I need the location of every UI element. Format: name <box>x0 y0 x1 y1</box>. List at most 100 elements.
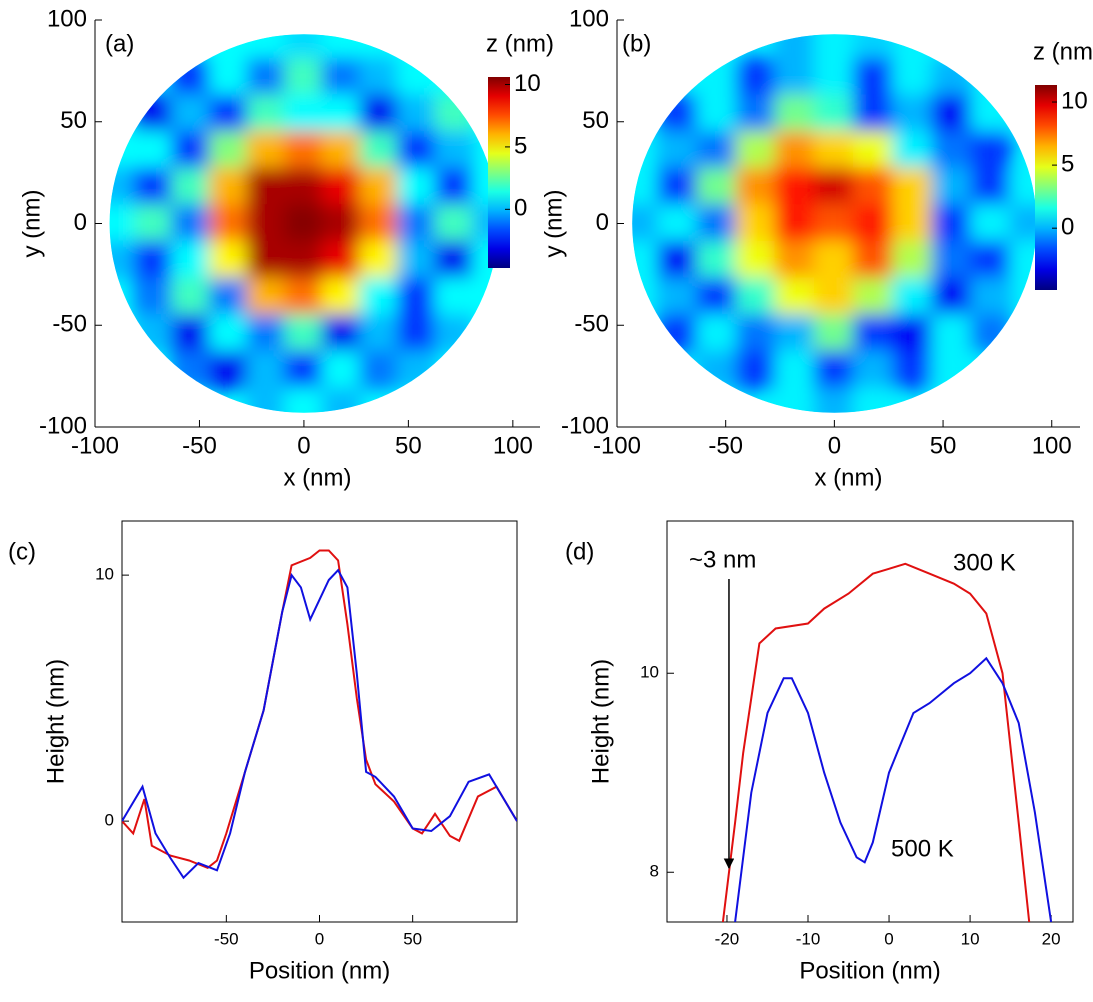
heatmap-cell <box>892 94 934 133</box>
heatmap-cell <box>284 167 324 207</box>
heatmap-cell <box>208 277 249 317</box>
heatmap-cell <box>774 57 816 97</box>
x-axis-label: Position (nm) <box>799 957 940 984</box>
heatmap-cell <box>774 314 816 353</box>
heatmap-cells <box>632 34 1037 413</box>
heatmap-cell <box>246 350 287 390</box>
heatmap-cell <box>321 387 362 413</box>
x-tick-label: 20 <box>1042 929 1061 948</box>
heatmap <box>632 34 1037 413</box>
panel-label: (d) <box>565 538 594 565</box>
heatmap-cell <box>396 94 437 133</box>
line-series <box>122 568 517 880</box>
heatmap-cell <box>970 240 1012 280</box>
heatmap-cell <box>813 240 855 280</box>
heatmap-cell <box>892 167 934 207</box>
heatmap-cell <box>931 240 973 280</box>
heatmap-cell <box>696 204 738 243</box>
x-tick-label: 50 <box>930 432 957 459</box>
heatmap-cell <box>246 204 287 243</box>
heatmap-cell <box>246 57 287 97</box>
heatmap-cell <box>931 314 973 353</box>
heatmap-cell <box>434 167 475 207</box>
heatmap-cell <box>171 277 211 317</box>
heatmap-cell <box>696 350 738 390</box>
heatmap-cell <box>171 94 211 133</box>
heatmap-cell <box>852 57 895 97</box>
heatmap-cell <box>246 130 287 170</box>
heatmap-cell <box>284 34 324 60</box>
heatmap-cell <box>852 387 895 413</box>
colorbar-label: z (nm) <box>1033 38 1093 65</box>
heatmap-cell <box>970 167 1012 207</box>
heatmap-cell <box>171 204 211 243</box>
heatmap-cells <box>109 34 499 413</box>
panel-label: (b) <box>622 30 651 57</box>
heatmap-cell <box>133 204 174 243</box>
x-tick-label: 0 <box>315 929 324 948</box>
heatmap-cell <box>696 277 738 317</box>
heatmap-cell <box>246 34 287 60</box>
heatmap-cell <box>321 94 362 133</box>
heatmap-cell <box>931 94 973 133</box>
heatmap-cell <box>735 94 777 133</box>
heatmap-cell <box>774 34 816 60</box>
heatmap-cell <box>970 277 1012 317</box>
heatmap-cell <box>632 204 660 243</box>
y-axis-label: y (nm) <box>18 190 45 258</box>
heatmap-cell <box>133 240 174 280</box>
heatmap-cell <box>359 94 399 133</box>
x-axis-label: x (nm) <box>284 464 352 491</box>
colorbar-tick-label: 0 <box>514 195 527 222</box>
heatmap-cell <box>246 277 287 317</box>
heatmap-cell <box>774 350 816 390</box>
heatmap-cell <box>359 350 399 390</box>
heatmap-cell <box>321 57 362 97</box>
x-tick-label: -100 <box>593 432 641 459</box>
x-tick-label: -20 <box>715 929 740 948</box>
heatmap-cell <box>696 240 738 280</box>
y-tick-label: -50 <box>52 311 87 338</box>
heatmap-cell <box>813 94 855 133</box>
heatmap-cell <box>434 314 475 353</box>
heatmap-cell <box>246 314 287 353</box>
heatmap-cell <box>133 314 174 353</box>
y-tick-label: -50 <box>574 311 609 338</box>
heatmap-cell <box>657 130 699 170</box>
heatmap-cell <box>735 314 777 353</box>
heatmap-cell <box>852 167 895 207</box>
heatmap-cell <box>284 94 324 133</box>
heatmap-cell <box>284 204 324 243</box>
heatmap-cell <box>284 387 324 413</box>
heatmap-cell <box>813 350 855 390</box>
heatmap-cell <box>321 167 362 207</box>
heatmap-cell <box>284 130 324 170</box>
colorbar-label: z (nm) <box>486 30 554 57</box>
heatmap-cell <box>171 240 211 280</box>
heatmap-cell <box>321 277 362 317</box>
colorbar-tick-label: 10 <box>514 70 541 97</box>
plot-frame <box>121 520 518 923</box>
heatmap-cell <box>657 204 699 243</box>
x-tick-label: 0 <box>884 929 893 948</box>
heatmap-cell <box>396 350 437 390</box>
heatmap-cell <box>696 130 738 170</box>
heatmap-cell <box>970 204 1012 243</box>
y-tick-label: 10 <box>95 565 114 584</box>
x-tick-label: 10 <box>961 929 980 948</box>
heatmap-cell <box>1009 204 1037 243</box>
x-tick-label: -100 <box>71 432 119 459</box>
heatmap-cell <box>892 314 934 353</box>
y-tick-label: -100 <box>561 412 609 439</box>
heatmap-cell <box>892 350 934 390</box>
heatmap-cell <box>970 130 1012 170</box>
heatmap-cell <box>774 387 816 413</box>
heatmap-cell <box>396 167 437 207</box>
heatmap-cell <box>813 34 855 60</box>
y-tick-label: 10 <box>640 663 659 682</box>
heatmap-cell <box>284 277 324 317</box>
heatmap-cell <box>208 167 249 207</box>
heatmap-cell <box>931 130 973 170</box>
colorbar <box>1035 85 1057 290</box>
heatmap-cell <box>208 130 249 170</box>
